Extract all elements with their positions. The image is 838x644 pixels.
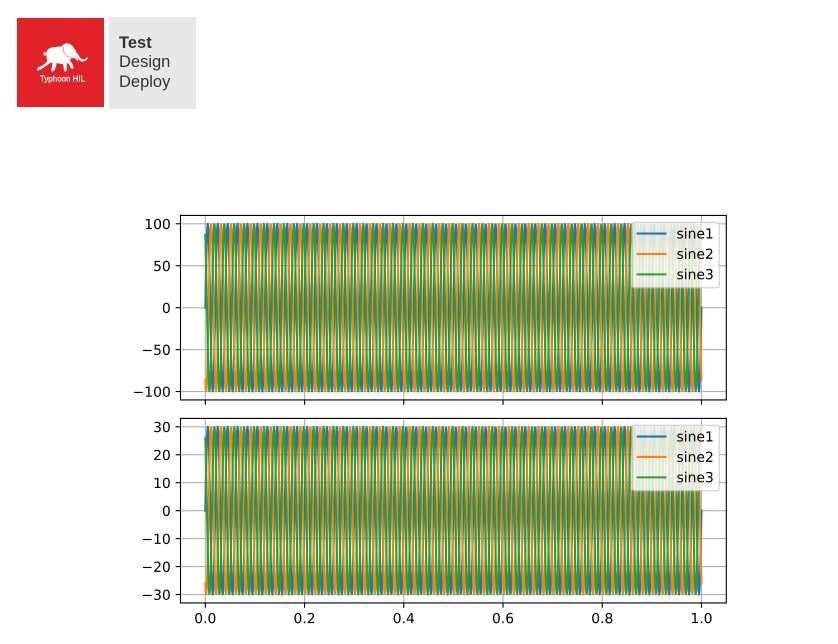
svg-text:Typhoon HIL: Typhoon HIL <box>40 73 85 83</box>
